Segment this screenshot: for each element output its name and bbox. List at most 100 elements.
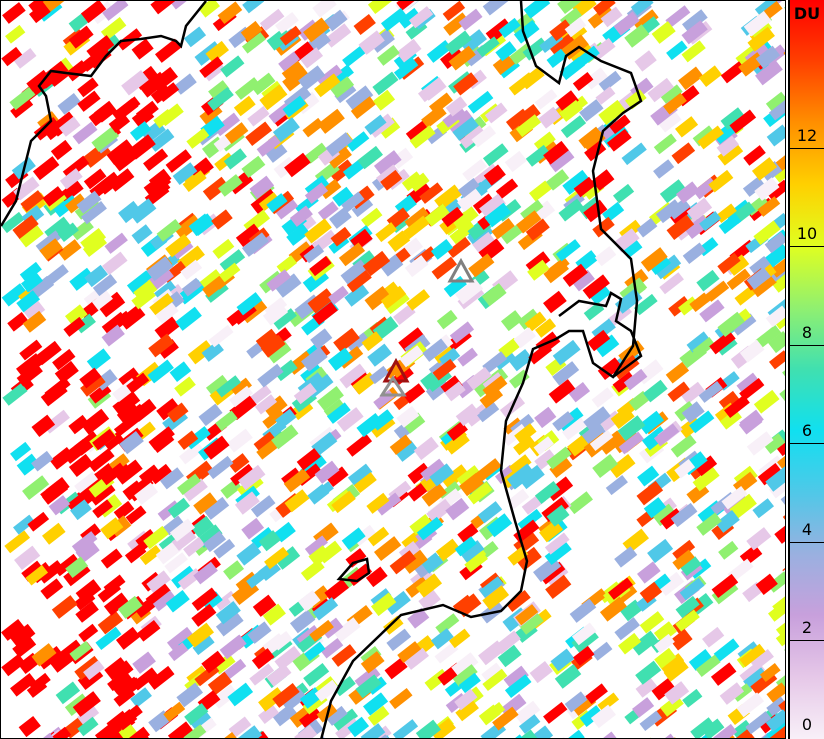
so2-pixel	[304, 142, 328, 164]
so2-pixel	[346, 270, 372, 293]
so2-pixel	[545, 574, 572, 599]
so2-pixel	[567, 435, 590, 457]
so2-pixel	[182, 478, 208, 502]
so2-pixel	[606, 128, 632, 152]
so2-pixel	[338, 242, 366, 267]
so2-pixel	[698, 65, 723, 88]
so2-pixel	[609, 453, 636, 479]
so2-pixel	[514, 423, 537, 445]
so2-pixel	[746, 527, 772, 551]
so2-pixel	[241, 517, 265, 540]
so2-pixel	[86, 348, 111, 371]
so2-pixel	[367, 343, 393, 367]
so2-pixel	[636, 480, 664, 506]
so2-pixel	[483, 701, 506, 722]
so2-pixel	[130, 687, 152, 708]
so2-pixel	[304, 535, 328, 557]
so2-pixel	[223, 148, 247, 170]
so2-pixel	[13, 514, 35, 535]
map-view[interactable]	[0, 0, 786, 739]
so2-pixel	[653, 254, 682, 280]
so2-pixel	[648, 253, 671, 276]
so2-pixel	[63, 316, 86, 337]
so2-pixel	[774, 518, 785, 544]
so2-pixel	[486, 513, 513, 538]
so2-pixel	[183, 26, 207, 48]
so2-pixel	[272, 683, 300, 708]
so2-pixel	[317, 108, 345, 134]
so2-pixel	[181, 277, 203, 297]
so2-pixel	[598, 99, 626, 126]
so2-pixel	[54, 360, 79, 384]
so2-pixel	[435, 538, 460, 562]
so2-pixel	[70, 219, 94, 241]
so2-pixel	[68, 414, 90, 435]
so2-pixel	[266, 340, 292, 364]
so2-pixel	[421, 483, 447, 507]
so2-pixel	[346, 131, 370, 152]
so2-pixel	[250, 384, 272, 405]
so2-pixel	[546, 446, 572, 470]
so2-pixel	[454, 688, 478, 711]
so2-pixel	[205, 40, 230, 63]
so2-pixel	[91, 126, 120, 152]
so2-pixel	[640, 247, 668, 272]
so2-pixel	[581, 422, 607, 446]
so2-pixel	[736, 692, 765, 718]
so2-pixel	[131, 224, 153, 245]
so2-pixel	[370, 592, 397, 617]
so2-pixel	[71, 531, 98, 555]
so2-pixel	[397, 641, 422, 663]
so2-pixel	[579, 99, 604, 122]
so2-pixel	[755, 324, 782, 348]
so2-pixel	[573, 645, 595, 666]
so2-pixel	[422, 338, 448, 362]
so2-pixel	[113, 686, 136, 707]
so2-pixel	[438, 481, 462, 502]
so2-pixel	[259, 8, 285, 31]
so2-pixel	[251, 527, 275, 549]
so2-pixel	[509, 454, 532, 476]
so2-pixel	[25, 564, 49, 586]
so2-pixel	[561, 417, 588, 441]
so2-pixel	[214, 590, 237, 611]
so2-pixel	[502, 423, 528, 446]
so2-pixel	[250, 72, 276, 96]
so2-pixel	[132, 651, 156, 674]
so2-pixel	[651, 21, 676, 44]
so2-pixel	[152, 590, 176, 612]
so2-pixel	[342, 160, 364, 180]
so2-pixel	[345, 85, 374, 111]
so2-pixel	[64, 304, 88, 326]
so2-pixel	[103, 574, 126, 595]
so2-pixel	[643, 497, 667, 519]
so2-pixel	[104, 232, 128, 254]
so2-pixel	[386, 628, 412, 652]
so2-pixel	[401, 549, 428, 574]
so2-pixel	[336, 407, 364, 432]
so2-pixel	[167, 402, 189, 423]
so2-pixel	[75, 601, 99, 623]
so2-pixel	[753, 389, 780, 414]
so2-pixel	[692, 337, 716, 359]
so2-pixel	[631, 630, 659, 656]
so2-pixel	[241, 155, 266, 178]
so2-pixel	[768, 350, 785, 370]
so2-pixel	[455, 403, 480, 427]
so2-pixel	[186, 128, 210, 149]
so2-pixel	[715, 203, 737, 224]
so2-pixel	[213, 538, 236, 559]
so2-pixel	[711, 573, 739, 599]
so2-pixel	[174, 214, 202, 240]
so2-pixel	[258, 687, 285, 712]
so2-pixel	[370, 588, 392, 608]
so2-pixel	[718, 213, 742, 235]
so2-pixel	[457, 188, 483, 212]
so2-pixel	[624, 89, 647, 110]
so2-pixel	[100, 17, 127, 41]
so2-pixel	[153, 108, 175, 129]
so2-pixel	[177, 430, 199, 450]
so2-pixel	[199, 269, 224, 293]
so2-pixel	[89, 482, 116, 506]
so2-pixel	[72, 121, 98, 145]
